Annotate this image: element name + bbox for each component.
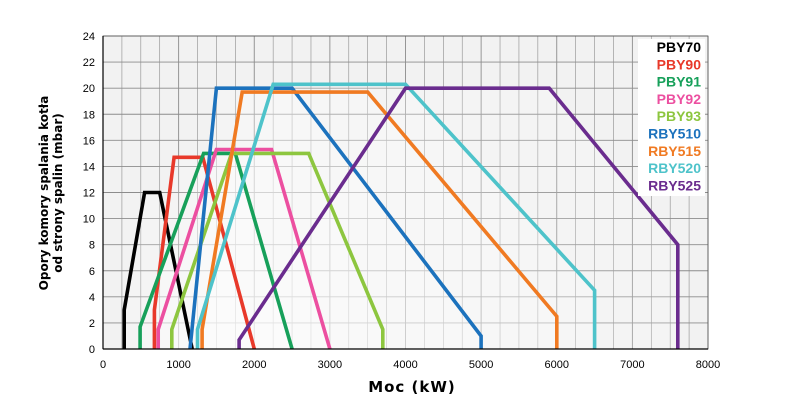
legend-item-pby90: PBY90 [657, 56, 702, 72]
legend-item-rby510: RBY510 [648, 126, 701, 142]
series-area-rby525 [239, 88, 678, 349]
y-tick-label: 4 [89, 292, 95, 304]
axes [102, 35, 709, 350]
legend-item-rby520: RBY520 [648, 160, 701, 176]
legend-item-pby93: PBY93 [657, 108, 702, 124]
series-area-pby90 [154, 157, 255, 349]
series-line-rby525 [237, 86, 680, 349]
series-line-pby92 [156, 147, 332, 350]
legend-item-rby525: RBY525 [648, 177, 701, 193]
y-tick-label: 18 [83, 109, 95, 121]
x-tick-label: 0 [100, 359, 106, 371]
y-tick-label: 14 [83, 161, 95, 173]
y-tick-label: 8 [89, 240, 95, 252]
y-tick-label: 12 [83, 188, 95, 200]
series-line-pby93 [170, 151, 385, 349]
x-tick-label: 5000 [469, 359, 493, 371]
y-tick-label: 0 [89, 344, 95, 356]
y-tick-label: 6 [89, 266, 95, 278]
series-line-rby515 [200, 90, 559, 349]
x-tick-label: 6000 [545, 359, 569, 371]
x-tick-label: 7000 [620, 359, 644, 371]
x-tick-label: 8000 [696, 359, 720, 371]
x-tick-label: 3000 [318, 359, 342, 371]
series-lines [122, 82, 680, 350]
y-tick-label: 10 [83, 214, 95, 226]
y-tick-label: 24 [83, 31, 95, 43]
series-line-rby510 [188, 86, 483, 350]
y-axis-title-line-2: od strony spalin (mbar) [51, 113, 65, 272]
legend-item-pby92: PBY92 [657, 91, 702, 107]
y-axis-title: Opory komory spalania kotła od strony sp… [37, 96, 65, 291]
legend: PBY70PBY90PBY91PBY92PBY93RBY510RBY515RBY… [638, 39, 705, 196]
legend-item-rby515: RBY515 [648, 143, 701, 159]
y-tick-label: 16 [83, 135, 95, 147]
x-tick-label: 4000 [393, 359, 417, 371]
y-tick-label: 22 [83, 57, 95, 69]
series-area-rby515 [202, 92, 557, 349]
series-line-rby520 [195, 82, 597, 349]
x-axis-title: Moc (kW) [368, 378, 456, 396]
x-tick-label: 2000 [242, 359, 266, 371]
tick-labels: 0 1000 2000 3000 4000 5000 6000 7000 80000246810… [83, 31, 720, 371]
legend-background [638, 39, 705, 196]
y-axis-title-line-1: Opory komory spalania kotła [37, 96, 51, 291]
series-area-rby520 [197, 84, 595, 350]
x-tick-label: 1000 [166, 359, 190, 371]
series-line-pby91 [138, 151, 294, 350]
legend-item-pby70: PBY70 [657, 39, 702, 55]
y-tick-label: 2 [89, 318, 95, 330]
legend-item-pby91: PBY91 [657, 74, 702, 90]
y-tick-label: 20 [83, 83, 95, 95]
